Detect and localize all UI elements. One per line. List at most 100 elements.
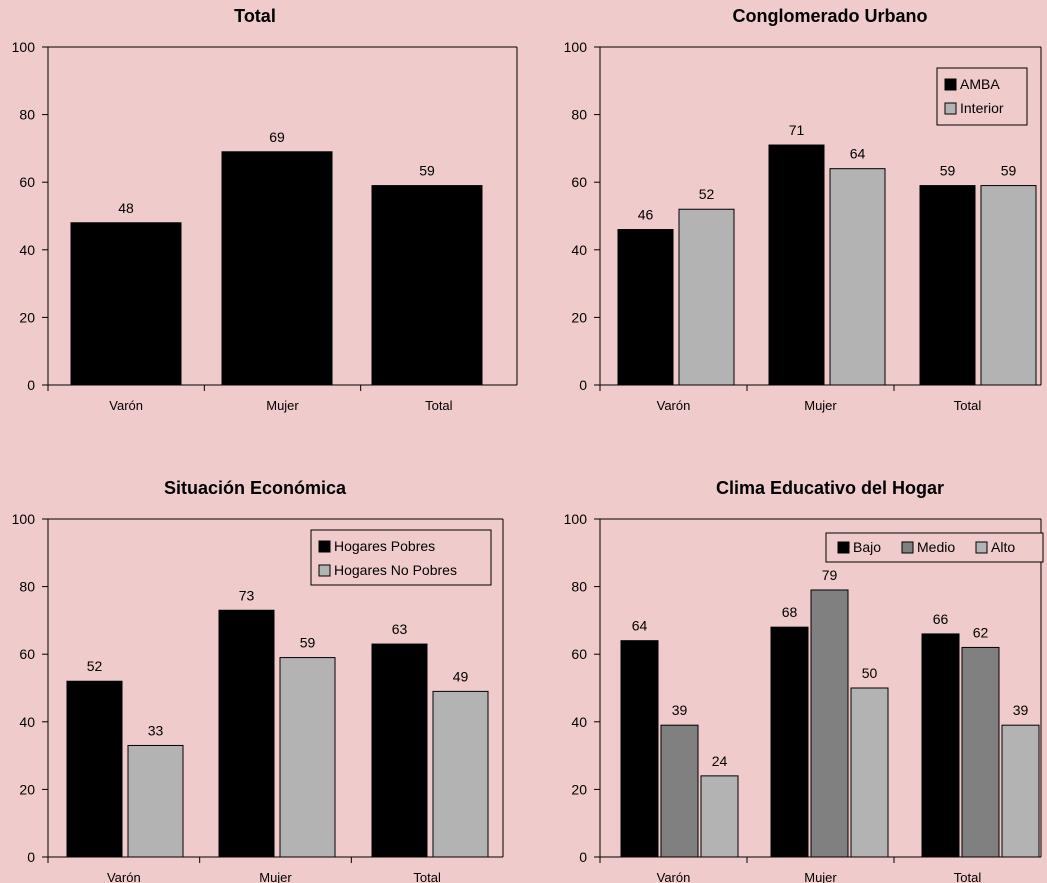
bar [218,609,275,858]
y-tick-label: 0 [579,849,587,865]
y-tick-label: 0 [579,377,587,393]
y-tick-label: 40 [571,714,587,730]
chart-panel-3: Situación Económica 0 20 40 60 80 100 Varón Muje… [12,478,504,883]
bar [371,643,428,858]
legend-label: Hogares Pobres [334,538,435,554]
x-tick-label: Mujer [259,870,292,883]
legend-swatch [318,564,331,577]
data-label: 59 [1001,163,1017,179]
legend-label: AMBA [960,76,1000,92]
chart-title: Situación Económica [164,478,347,498]
chart-panel-4: Clima Educativo del Hogar 0 20 40 60 80 100 Var… [564,478,1044,883]
y-tick-label: 100 [12,39,36,55]
data-label: 63 [392,621,408,637]
y-tick-label: 100 [564,511,588,527]
bar [921,633,960,858]
data-label: 68 [782,604,798,620]
data-label: 52 [87,658,103,674]
x-tick-label: Total [954,870,982,883]
y-tick-label: 60 [571,646,587,662]
bar [850,687,889,858]
legend-swatch [944,78,957,91]
chart-panel-2: Conglomerado Urbano 0 20 40 60 80 100 Varón Muje… [564,6,1042,413]
chart-panel-1: Total 0 20 40 60 80 100 Varón Mujer Total 48 69 59 [12,6,518,413]
data-label: 39 [672,702,688,718]
data-label: 79 [822,567,838,583]
y-tick-label: 80 [571,107,587,123]
chart-title: Total [234,6,276,26]
y-tick-label: 20 [19,781,35,797]
data-label: 71 [789,122,805,138]
y-tick-label: 80 [571,579,587,595]
data-label: 59 [940,163,956,179]
data-label: 73 [239,587,255,603]
data-label: 59 [300,635,316,651]
bar [768,144,825,386]
data-label: 62 [973,624,989,640]
y-tick-label: 100 [564,39,588,55]
bar [919,185,976,386]
y-tick-label: 0 [27,849,35,865]
y-tick-label: 60 [19,646,35,662]
legend-label: Medio [917,539,955,555]
x-tick-label: Mujer [804,398,837,413]
y-tick-label: 20 [571,309,587,325]
data-label: 66 [933,611,949,627]
bar [66,680,123,858]
x-tick-label: Varón [657,870,691,883]
data-label: 64 [632,618,648,634]
data-label: 33 [148,722,164,738]
data-label: 48 [118,200,134,216]
legend-swatch [318,540,331,553]
data-label: 46 [638,207,654,223]
x-tick-label: Varón [107,870,141,883]
y-tick-label: 80 [19,579,35,595]
bar [700,775,739,858]
data-label: 69 [269,129,285,145]
legend-swatch [901,541,914,554]
legend-swatch [837,541,850,554]
x-tick-label: Total [425,398,453,413]
chart-title: Conglomerado Urbano [732,6,927,26]
data-label: 39 [1013,702,1029,718]
bar [810,589,849,858]
bar [70,222,182,386]
data-label: 50 [862,665,878,681]
bar [770,626,809,858]
y-tick-label: 20 [19,309,35,325]
bar [1001,724,1040,858]
x-tick-label: Total [954,398,982,413]
bar [279,657,336,858]
y-tick-label: 40 [19,714,35,730]
y-tick-label: 60 [571,174,587,190]
y-tick-label: 20 [571,781,587,797]
x-tick-label: Mujer [266,398,299,413]
legend-label: Bajo [853,539,881,555]
y-tick-label: 40 [19,242,35,258]
bar [660,724,699,858]
data-label: 49 [453,668,469,684]
legend-box [936,67,1028,126]
bar [127,744,184,858]
bar [961,646,1000,858]
bar [620,640,659,858]
bar [678,208,735,386]
y-tick-label: 0 [27,377,35,393]
bar [829,168,886,386]
bar [371,185,483,386]
legend-box [825,532,1044,563]
bar [980,185,1037,386]
y-tick-label: 100 [12,511,36,527]
bar [432,690,489,858]
y-tick-label: 80 [19,107,35,123]
data-label: 64 [850,146,866,162]
legend-label: Interior [960,100,1004,116]
legend: Bajo Medio Alto [825,532,1044,563]
x-tick-label: Total [413,870,441,883]
data-label: 24 [712,753,728,769]
x-tick-label: Mujer [804,870,837,883]
bar [617,229,674,386]
data-label: 52 [699,186,715,202]
